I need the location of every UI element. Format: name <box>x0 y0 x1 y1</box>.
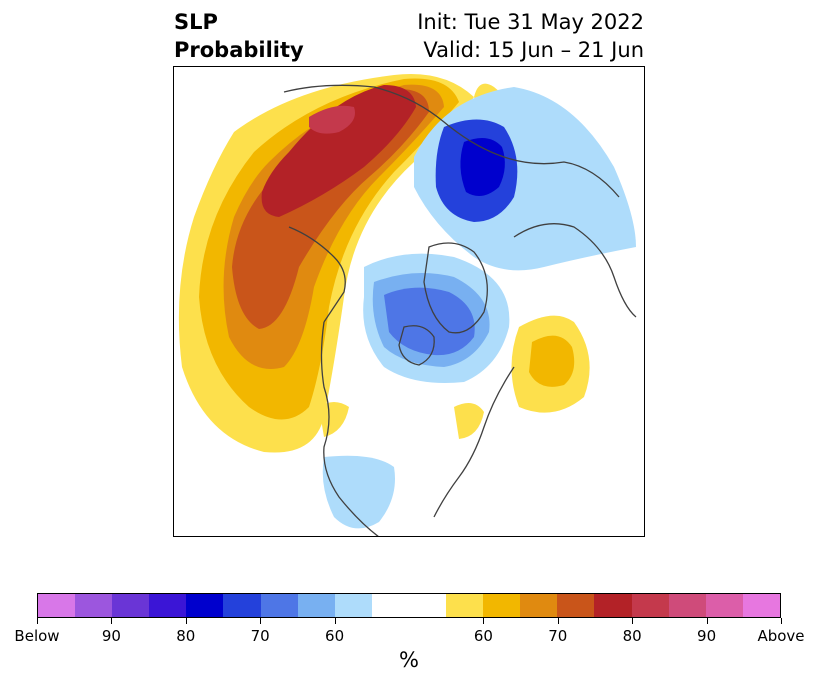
colorbar-tick-label: 80 <box>176 627 196 645</box>
colorbar-tick <box>37 618 38 624</box>
colorbar-tick <box>334 618 336 624</box>
colorbar-segment <box>38 594 76 617</box>
colorbar-segment <box>260 594 298 617</box>
coastlines <box>283 84 637 536</box>
colorbar-segment <box>668 594 706 617</box>
colorbar <box>37 593 781 618</box>
colorbar-segment <box>557 594 595 617</box>
title-right: Init: Tue 31 May 2022 Valid: 15 Jun – 21… <box>417 8 644 64</box>
title-init-date: Init: Tue 31 May 2022 <box>417 10 644 34</box>
below-75-arctic <box>384 287 475 356</box>
colorbar-tick-label: 70 <box>250 627 270 645</box>
title-left: SLP Probability <box>174 8 304 64</box>
coastline-europe <box>513 223 637 318</box>
colorbar-tick-label: 60 <box>473 627 493 645</box>
colorbar-segment <box>742 594 780 617</box>
coastline-greenland <box>423 242 488 334</box>
colorbar-tick-label: 90 <box>101 627 121 645</box>
colorbar-segment <box>520 594 558 617</box>
below-90-greenland <box>460 138 505 196</box>
title-valid-range: Valid: 15 Jun – 21 Jun <box>423 38 644 62</box>
title-variable: SLP <box>174 10 218 34</box>
colorbar-tick-label: 90 <box>697 627 717 645</box>
colorbar-tick-label: Below <box>14 627 60 645</box>
colorbar-segment <box>112 594 150 617</box>
colorbar-segment <box>705 594 743 617</box>
colorbar-segment <box>223 594 261 617</box>
colorbar-tick <box>483 618 485 624</box>
colorbar-tick <box>111 618 113 624</box>
coastline-alaska <box>288 226 346 323</box>
colorbar-segment <box>149 594 187 617</box>
colorbar-tick <box>706 618 708 624</box>
above-60-gulf <box>319 402 349 437</box>
colorbar-tick <box>781 618 782 624</box>
colorbar-segment <box>371 594 409 617</box>
colorbar-segment <box>483 594 521 617</box>
colorbar-segment <box>408 594 447 617</box>
above-60-eastcoast <box>454 403 484 439</box>
colorbar-tick-label: 80 <box>622 627 642 645</box>
colorbar-unit: % <box>399 648 419 672</box>
colorbar-segment <box>631 594 669 617</box>
map-panel <box>173 66 645 537</box>
above-80-kamchatka <box>261 85 416 217</box>
probability-map <box>174 67 637 536</box>
colorbar-segment <box>297 594 335 617</box>
coastline-asia <box>283 84 620 198</box>
colorbar-tick <box>632 618 634 624</box>
colorbar-tick <box>185 618 187 624</box>
colorbar-segment <box>75 594 113 617</box>
colorbar-tick-label: 70 <box>548 627 568 645</box>
colorbar-segment <box>594 594 632 617</box>
colorbar-tick <box>557 618 559 624</box>
coastline-west-north-america <box>320 321 379 536</box>
colorbar-segment <box>446 594 484 617</box>
below-60-southwest <box>322 455 395 529</box>
colorbar-segment <box>186 594 224 617</box>
above-85-kamchatka <box>309 105 355 134</box>
colorbar-tick <box>260 618 262 624</box>
colorbar-tick-label: Above <box>757 627 805 645</box>
coastline-hudson-bay <box>398 325 435 366</box>
coastline-east-north-america <box>433 366 515 518</box>
above-65-atlantic <box>529 335 575 387</box>
above-normal-shading <box>178 73 590 453</box>
title-product: Probability <box>174 38 304 62</box>
colorbar-segment <box>334 594 372 617</box>
colorbar-tick-label: 60 <box>325 627 345 645</box>
